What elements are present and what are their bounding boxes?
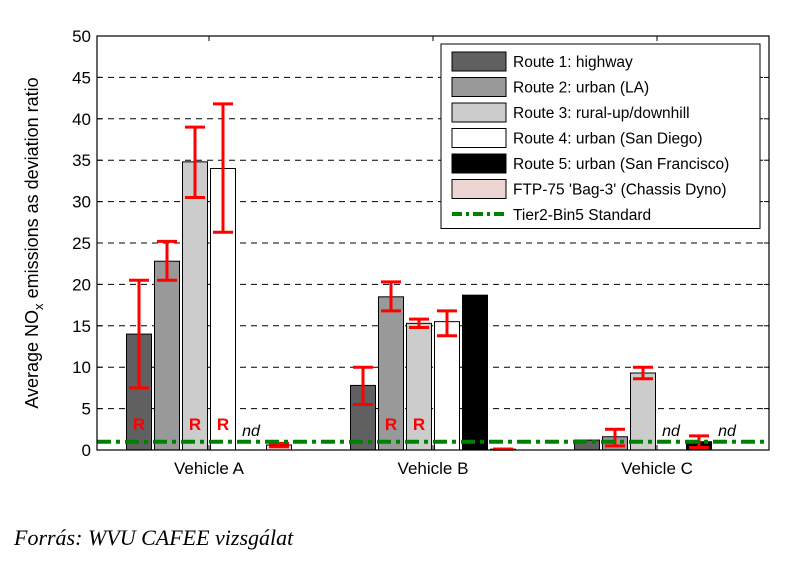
bar-mark-nd: nd xyxy=(718,423,737,440)
bar xyxy=(462,294,488,451)
x-tick-label: Vehicle B xyxy=(398,459,469,478)
legend-swatch xyxy=(451,102,507,123)
legend-swatch xyxy=(451,51,507,72)
bar xyxy=(378,296,404,451)
y-axis-label-part: emissions as deviation ratio xyxy=(22,77,42,303)
bar xyxy=(406,322,432,451)
y-tick-label: 50 xyxy=(72,27,91,46)
y-tick-label: 45 xyxy=(72,68,91,87)
bar xyxy=(182,161,208,451)
legend-label: Route 5: urban (San Francisco) xyxy=(513,156,729,173)
y-axis-label: Average NOx emissions as deviation ratio xyxy=(22,77,46,408)
legend-label: Tier2-Bin5 Standard xyxy=(513,207,651,224)
bar-mark-nd: nd xyxy=(242,423,261,440)
legend-label: Route 3: rural-up/downhill xyxy=(513,105,690,122)
y-tick-label: 20 xyxy=(72,275,91,294)
y-tick-label: 25 xyxy=(72,234,91,253)
legend-label: Route 1: highway xyxy=(513,54,633,71)
source-caption: Forrás: WVU CAFEE vizsgálat xyxy=(14,525,294,550)
bar-mark-r: R xyxy=(217,415,229,434)
bar xyxy=(434,321,460,451)
y-tick-label: 35 xyxy=(72,151,91,170)
legend-label: Route 4: urban (San Diego) xyxy=(513,131,703,148)
y-tick-label: 30 xyxy=(72,193,91,212)
legend-label: Route 2: urban (LA) xyxy=(513,80,649,97)
bar-mark-r: R xyxy=(385,415,397,434)
bar-mark-r: R xyxy=(133,415,145,434)
x-tick-label: Vehicle C xyxy=(621,459,693,478)
legend-label: FTP-75 'Bag-3' (Chassis Dyno) xyxy=(513,182,727,199)
y-tick-label: 40 xyxy=(72,110,91,129)
bar xyxy=(154,260,180,451)
legend-swatch xyxy=(451,128,507,148)
bar xyxy=(630,372,656,451)
y-tick-label: 5 xyxy=(82,400,91,419)
legend-swatch xyxy=(451,77,507,97)
bar-mark-r: R xyxy=(413,415,425,434)
y-tick-label: 10 xyxy=(72,358,91,377)
y-axis-label-subscript: x xyxy=(31,303,46,310)
y-tick-label: 15 xyxy=(72,317,91,336)
y-axis-label-part: Average NO xyxy=(22,310,42,409)
y-tick-label: 0 xyxy=(82,441,91,460)
x-tick-label: Vehicle A xyxy=(174,459,245,478)
legend-swatch xyxy=(451,179,507,199)
legend-swatch xyxy=(451,153,507,174)
bar-mark-nd: nd xyxy=(662,423,681,440)
bar-mark-r: R xyxy=(189,415,201,434)
